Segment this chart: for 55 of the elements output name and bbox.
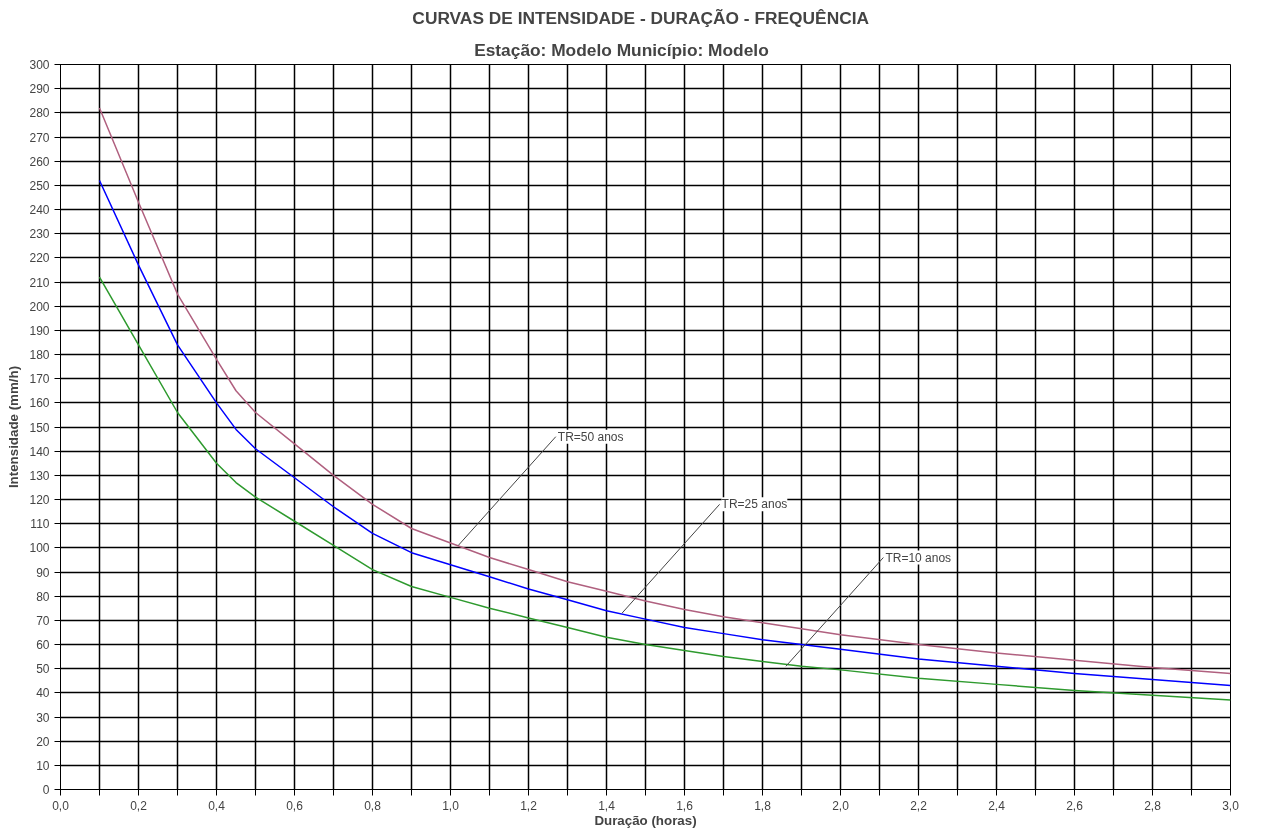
x-tick-label: 0,6	[286, 798, 304, 813]
y-tick-label: 280	[29, 106, 50, 121]
y-tick-label: 20	[36, 734, 50, 749]
y-tick-label: 250	[29, 178, 50, 193]
y-tick-label: 50	[36, 662, 50, 677]
y-tick-label: 200	[29, 299, 50, 314]
y-tick-label: 140	[29, 444, 50, 459]
y-tick-label: 70	[36, 613, 50, 628]
x-tick-label: 2,4	[988, 798, 1006, 813]
x-tick-label: 1,2	[520, 798, 538, 813]
y-tick-label: 170	[29, 372, 50, 387]
y-tick-label: 60	[36, 638, 50, 652]
x-tick-label: 2,6	[1066, 798, 1084, 813]
y-tick-label: 10	[36, 758, 50, 773]
y-tick-label: 260	[29, 154, 50, 169]
y-tick-label: 80	[36, 589, 50, 604]
y-tick-label: 240	[29, 203, 50, 217]
annotation: TR=10 anos	[885, 550, 952, 565]
y-tick-label: 0	[42, 783, 50, 797]
y-tick-label: 30	[36, 710, 50, 725]
y-tick-label: 160	[29, 396, 50, 411]
y-tick-label: 190	[29, 323, 50, 338]
x-tick-label: 2,8	[1144, 798, 1162, 813]
x-tick-label: 2,2	[910, 798, 928, 813]
y-tick-label: 300	[29, 58, 50, 72]
y-tick-label: 150	[29, 420, 50, 435]
x-tick-label: 0,8	[364, 798, 382, 813]
x-tick-label: 1,4	[598, 798, 616, 813]
x-tick-label: 0,2	[130, 798, 148, 813]
y-tick-label: 210	[29, 275, 50, 290]
y-tick-label: 270	[29, 130, 50, 145]
x-tick-label: 1,6	[676, 798, 694, 813]
y-axis-title: Intensidade (mm/h)	[6, 365, 22, 489]
chart-title: CURVAS DE INTENSIDADE - DURAÇÃO - FREQUÊNCIA	[412, 7, 870, 28]
x-tick-label: 0,0	[52, 798, 70, 813]
y-tick-label: 130	[29, 468, 50, 483]
y-tick-label: 220	[29, 251, 50, 266]
x-axis-title: Duração (horas)	[594, 812, 697, 828]
y-tick-label: 110	[30, 517, 50, 532]
x-tick-label: 1,8	[754, 798, 772, 813]
line-series	[98, 276, 1231, 701]
x-tick-label: 0,4	[208, 798, 226, 813]
y-tick-label: 120	[29, 493, 50, 507]
y-tick-label: 230	[29, 227, 50, 242]
x-tick-label: 2,0	[832, 798, 850, 813]
y-tick-label: 290	[29, 82, 50, 97]
annotation: TR=25 anos	[721, 497, 788, 512]
y-tick-label: 100	[29, 541, 50, 556]
y-tick-label: 40	[36, 686, 50, 701]
y-tick-label: 180	[29, 348, 50, 362]
x-tick-label: 3,0	[1222, 798, 1240, 813]
x-tick-label: 1,0	[442, 798, 460, 813]
annotation: TR=50 anos	[557, 429, 624, 444]
chart-subtitle: Estação: Modelo Município: Modelo	[474, 39, 769, 60]
y-tick-label: 90	[36, 565, 50, 580]
